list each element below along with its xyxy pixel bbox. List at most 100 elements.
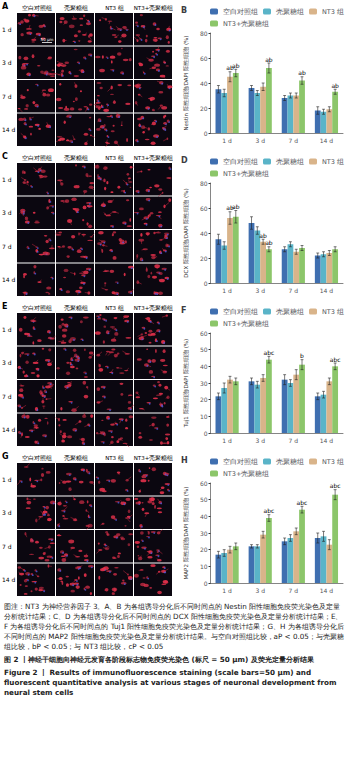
svg-text:7 d: 7 d [2, 93, 12, 100]
svg-text:ab: ab [298, 69, 306, 76]
svg-text:7 d: 7 d [289, 437, 299, 444]
svg-text:D: D [181, 156, 188, 165]
svg-text:3 d: 3 d [2, 359, 12, 366]
svg-text:NT3 组: NT3 组 [322, 308, 344, 316]
svg-text:b: b [300, 352, 304, 359]
svg-text:60: 60 [200, 205, 208, 212]
svg-text:F: F [181, 306, 186, 315]
svg-text:40: 40 [200, 230, 208, 237]
svg-text:40: 40 [200, 513, 208, 520]
svg-text:空白对照组: 空白对照组 [22, 304, 52, 311]
svg-text:G: G [2, 452, 9, 461]
svg-text:50: 50 [200, 346, 208, 353]
svg-text:1 d: 1 d [2, 26, 12, 33]
svg-text:20: 20 [200, 396, 208, 403]
svg-text:30: 30 [200, 380, 208, 387]
svg-text:14 d: 14 d [2, 276, 16, 283]
svg-text:C: C [2, 152, 8, 161]
svg-text:NT3+壳聚糖组: NT3+壳聚糖组 [223, 170, 269, 178]
svg-text:NT3 组: NT3 组 [105, 155, 124, 161]
svg-text:壳聚糖组: 壳聚糖组 [276, 458, 304, 466]
svg-text:30: 30 [200, 530, 208, 537]
svg-text:ab: ab [232, 62, 240, 69]
svg-text:空白对照组: 空白对照组 [223, 8, 258, 16]
svg-text:A: A [2, 2, 9, 11]
svg-text:空白对照组: 空白对照组 [223, 458, 258, 466]
svg-text:3 d: 3 d [2, 209, 12, 216]
svg-text:20: 20 [200, 546, 208, 553]
svg-text:NT3+壳聚糖组: NT3+壳聚糖组 [134, 155, 173, 161]
svg-text:1 d: 1 d [222, 437, 232, 444]
svg-text:14 d: 14 d [2, 126, 16, 133]
svg-text:空白对照组: 空白对照组 [223, 158, 258, 166]
svg-text:10: 10 [200, 413, 208, 420]
svg-text:MAP2 阳性细胞/DAPI 阳性细胞 (%): MAP2 阳性细胞/DAPI 阳性细胞 (%) [183, 487, 189, 580]
svg-text:DCX 阳性细胞/DAPI 阳性细胞 (%): DCX 阳性细胞/DAPI 阳性细胞 (%) [183, 188, 189, 277]
svg-text:60: 60 [200, 330, 208, 337]
svg-text:NT3 组: NT3 组 [105, 305, 124, 311]
svg-text:0: 0 [204, 430, 208, 437]
svg-text:7 d: 7 d [2, 543, 12, 550]
svg-text:14 d: 14 d [320, 437, 334, 444]
svg-text:3 d: 3 d [255, 587, 265, 594]
svg-text:14 d: 14 d [320, 587, 334, 594]
svg-text:NT3 组: NT3 组 [322, 158, 344, 166]
svg-text:0: 0 [204, 580, 208, 587]
svg-text:0: 0 [204, 130, 208, 137]
svg-text:1 d: 1 d [222, 287, 232, 294]
svg-text:NT3+壳聚糖组: NT3+壳聚糖组 [134, 305, 173, 311]
svg-text:NT3 组: NT3 组 [105, 455, 124, 461]
svg-text:壳聚糖组: 壳聚糖组 [64, 5, 88, 11]
svg-text:60: 60 [200, 480, 208, 487]
svg-text:1 d: 1 d [2, 476, 12, 483]
svg-text:壳聚糖组: 壳聚糖组 [64, 305, 88, 311]
svg-text:ab: ab [265, 239, 273, 246]
svg-text:80: 80 [200, 30, 208, 37]
svg-text:7 d: 7 d [289, 137, 299, 144]
svg-text:80: 80 [200, 180, 208, 187]
svg-text:Nestin 阳性细胞/DAPI 阳性细胞 (%): Nestin 阳性细胞/DAPI 阳性细胞 (%) [183, 36, 189, 131]
svg-text:7 d: 7 d [2, 393, 12, 400]
svg-text:壳聚糖组: 壳聚糖组 [276, 158, 304, 166]
svg-text:空白对照组: 空白对照组 [22, 454, 52, 461]
svg-text:14 d: 14 d [2, 576, 16, 583]
svg-text:3 d: 3 d [2, 59, 12, 66]
svg-text:B: B [181, 6, 187, 15]
svg-text:NT3+壳聚糖组: NT3+壳聚糖组 [223, 20, 269, 28]
svg-text:NT3 组: NT3 组 [322, 8, 344, 16]
svg-text:1 d: 1 d [2, 326, 12, 333]
svg-text:50: 50 [200, 496, 208, 503]
svg-text:NT3+壳聚糖组: NT3+壳聚糖组 [134, 5, 173, 11]
svg-text:ab: ab [259, 232, 267, 239]
svg-text:abc: abc [264, 507, 275, 514]
svg-text:7 d: 7 d [289, 587, 299, 594]
svg-text:3 d: 3 d [2, 509, 12, 516]
svg-text:空白对照组: 空白对照组 [22, 154, 52, 161]
svg-text:1 d: 1 d [2, 176, 12, 183]
svg-text:1 d: 1 d [222, 587, 232, 594]
svg-text:40: 40 [200, 80, 208, 87]
svg-text:H: H [181, 456, 188, 465]
svg-text:60: 60 [200, 55, 208, 62]
svg-text:20: 20 [200, 105, 208, 112]
svg-text:14 d: 14 d [320, 137, 334, 144]
svg-text:壳聚糖组: 壳聚糖组 [276, 308, 304, 316]
svg-text:ab: ab [265, 56, 273, 63]
svg-text:ab: ab [232, 203, 240, 210]
svg-text:壳聚糖组: 壳聚糖组 [64, 455, 88, 461]
svg-text:3 d: 3 d [255, 137, 265, 144]
svg-text:abc: abc [330, 356, 341, 363]
svg-text:NT3+壳聚糖组: NT3+壳聚糖组 [223, 320, 269, 328]
svg-text:0: 0 [204, 280, 208, 287]
svg-text:ab: ab [331, 82, 339, 89]
svg-text:空白对照组: 空白对照组 [223, 308, 258, 316]
svg-text:壳聚糖组: 壳聚糖组 [276, 8, 304, 16]
svg-text:1 d: 1 d [222, 137, 232, 144]
svg-text:壳聚糖组: 壳聚糖组 [64, 155, 88, 161]
svg-text:40: 40 [200, 363, 208, 370]
svg-text:NT3 组: NT3 组 [322, 458, 344, 466]
svg-text:NT3 组: NT3 组 [105, 5, 124, 11]
svg-text:abc: abc [264, 349, 275, 356]
svg-text:3 d: 3 d [255, 437, 265, 444]
svg-text:空白对照组: 空白对照组 [22, 4, 52, 11]
